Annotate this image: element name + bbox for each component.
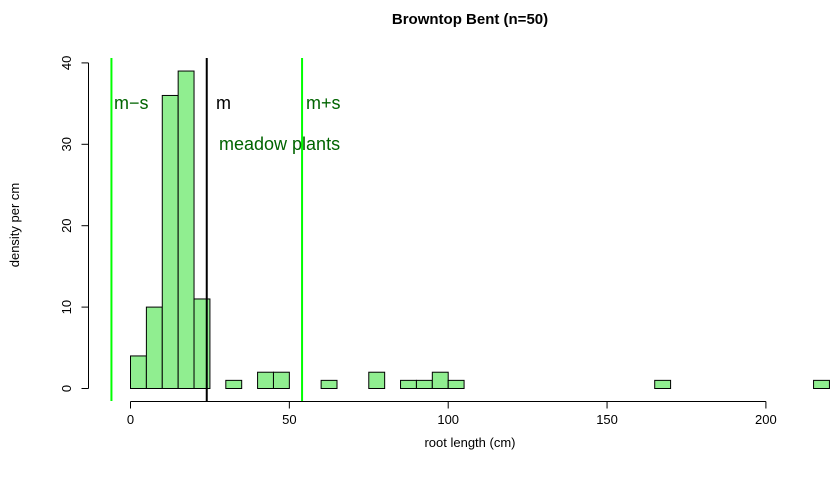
reference-line-label: m — [216, 93, 231, 113]
histogram-bar — [447, 379, 465, 389]
histogram-bar — [130, 355, 147, 390]
reference-line-label: m−s — [114, 93, 149, 113]
y-tick-label: 10 — [59, 300, 74, 314]
x-tick-label: 0 — [127, 412, 134, 427]
histogram-bar — [431, 371, 449, 390]
x-axis: 0 50 100 150 200 — [127, 401, 777, 427]
histogram-bar — [272, 371, 290, 390]
annotation-group: m−s m m+s meadow plants — [114, 93, 341, 154]
histogram-bar — [161, 94, 179, 390]
histogram-bar — [177, 70, 195, 389]
histogram-bar — [654, 379, 672, 389]
y-tick-label: 40 — [59, 56, 74, 70]
histogram-bar — [400, 379, 417, 389]
annotation-text: meadow plants — [219, 134, 340, 154]
histogram-bar — [257, 371, 274, 390]
y-tick-label: 30 — [59, 137, 74, 151]
x-tick-label: 50 — [282, 412, 296, 427]
reference-line-label: m+s — [306, 93, 341, 113]
bars-group — [130, 70, 830, 390]
histogram-bar — [813, 379, 830, 389]
reference-lines-group — [110, 58, 304, 401]
x-tick-label: 200 — [755, 412, 777, 427]
chart-title: Browntop Bent (n=50) — [392, 11, 548, 28]
y-tick-label: 20 — [59, 218, 74, 232]
y-axis: 0 10 20 30 40 — [59, 56, 89, 392]
x-tick-label: 150 — [596, 412, 618, 427]
y-axis-label: density per cm — [7, 183, 22, 268]
histogram-bar — [415, 379, 433, 389]
x-axis-label: root length (cm) — [424, 435, 515, 450]
x-tick-label: 100 — [437, 412, 459, 427]
histogram-bar — [145, 306, 163, 390]
histogram-bar — [320, 379, 338, 389]
histogram-bar — [368, 371, 386, 390]
y-tick-label: 0 — [59, 385, 74, 392]
histogram-bar — [225, 379, 243, 389]
